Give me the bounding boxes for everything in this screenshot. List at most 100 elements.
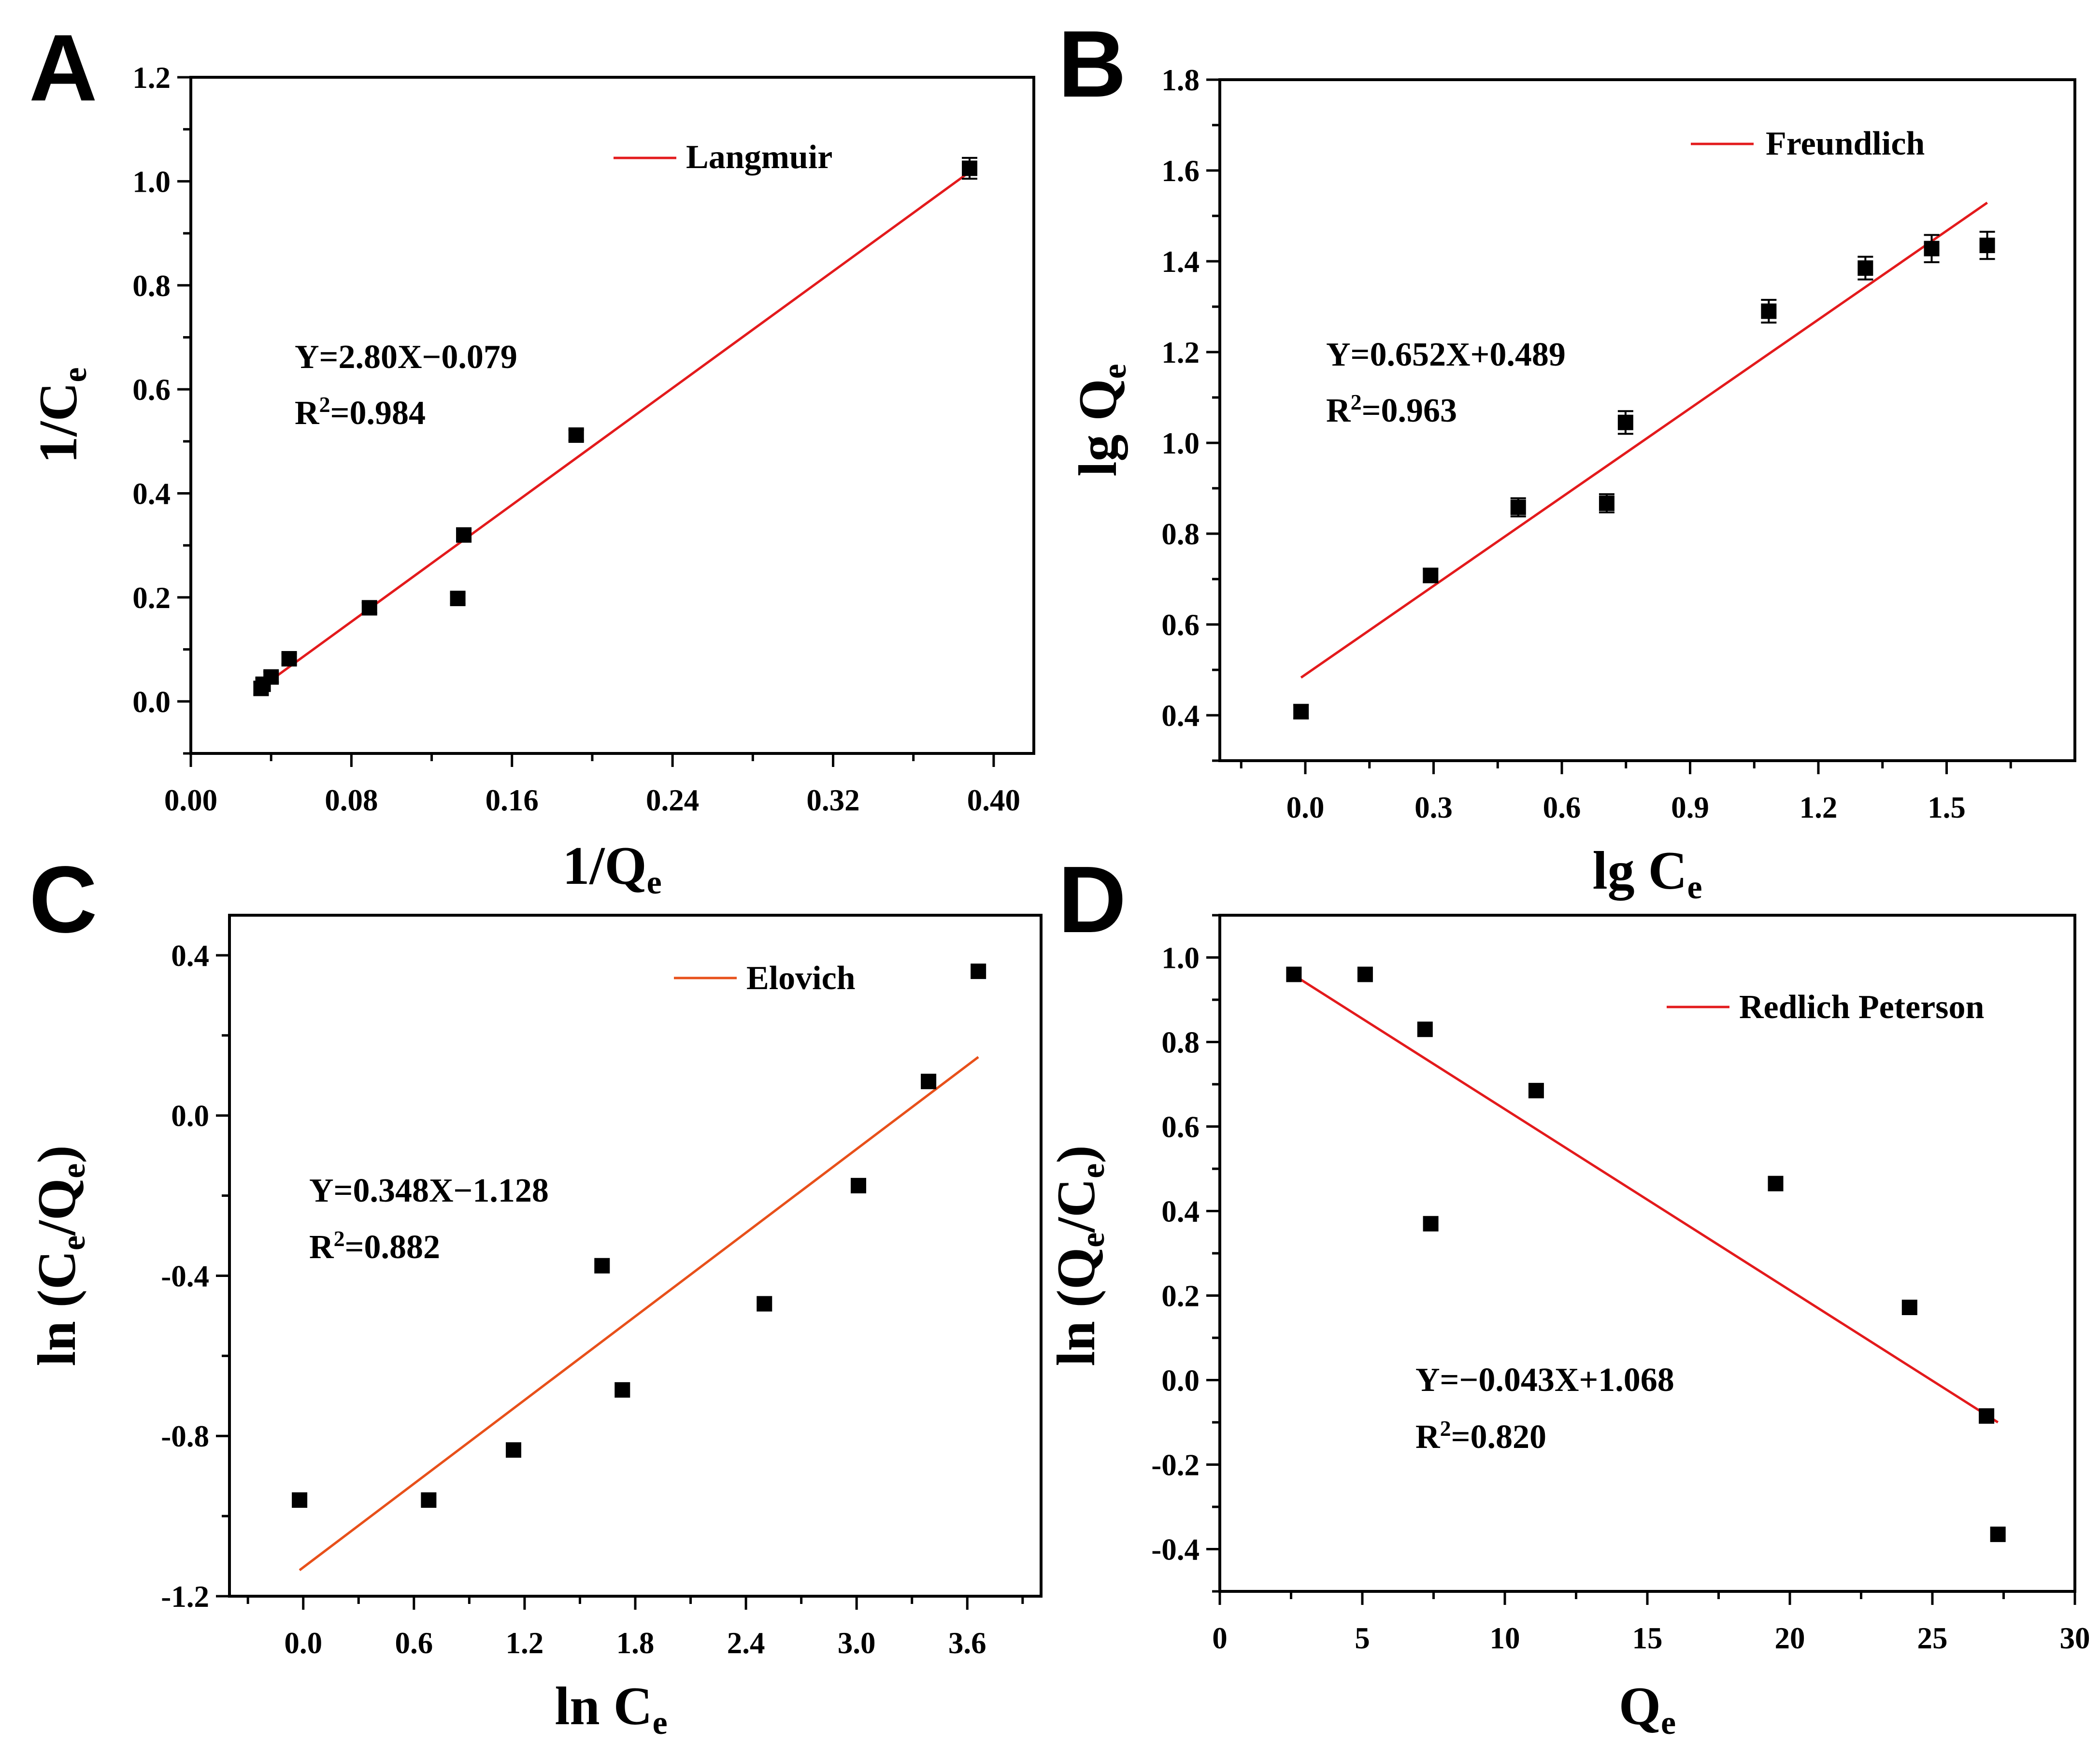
data-point-c xyxy=(971,964,986,979)
x-tick-label-c: 2.4 xyxy=(727,1626,765,1660)
equation-c: Y=0.348X−1.128 xyxy=(309,1172,549,1209)
data-point-b xyxy=(1979,238,1995,254)
data-point-b xyxy=(1761,303,1777,319)
y-tick-label-c: 0.0 xyxy=(171,1099,209,1133)
y-tick-label-b: 1.2 xyxy=(1161,336,1200,369)
r2-d: R2=0.820 xyxy=(1415,1416,1546,1456)
legend-label-b: Freundlich xyxy=(1766,125,1925,162)
x-tick-label-b: 1.2 xyxy=(1800,791,1838,824)
panel-c: C 0.0 0.6 1.2 1.8 2.4 3.0 3.6 -1.2-0.8-0.40.00… xyxy=(27,847,1043,1742)
y-tick-label-d: 0.0 xyxy=(1161,1364,1200,1398)
r2-sup-a: 2 xyxy=(319,392,330,417)
r2-c: R2=0.882 xyxy=(309,1226,440,1266)
data-points-b xyxy=(1293,230,1995,720)
r2-value-b: =0.963 xyxy=(1362,392,1457,429)
y-tick-label-c: -1.2 xyxy=(161,1580,209,1614)
x-tick-label-a: 0.00 xyxy=(164,783,217,817)
data-point-a xyxy=(962,160,978,176)
y-tick-label-a: 1.2 xyxy=(132,61,171,95)
data-point-b xyxy=(1617,414,1633,430)
x-tick-label-c: 3.6 xyxy=(948,1626,986,1660)
y-tick-label-a: 0.2 xyxy=(132,581,171,615)
y-axis-title-sub2-d: e xyxy=(1074,1163,1112,1178)
data-point-c xyxy=(506,1442,521,1458)
equation-a: Y=2.80X−0.079 xyxy=(295,339,517,376)
x-tick-label-a: 0.08 xyxy=(325,783,378,817)
x-ticks-b: 0.0 0.3 0.6 0.9 1.2 1.5 xyxy=(1240,761,2012,824)
panel-b: B 0.0 0.3 0.6 0.9 1.2 1.5 0.4 0.6 0.8 1.0 1.2 1.4 1… xyxy=(1058,11,2076,906)
r2-sup-d: 2 xyxy=(1440,1416,1451,1441)
data-points-d xyxy=(1286,966,2006,1542)
legend-label-d: Redlich Peterson xyxy=(1739,989,1984,1026)
y-axis-title-main-a: 1/C xyxy=(29,383,88,464)
x-tick-label-a: 0.24 xyxy=(646,783,699,817)
data-point-d xyxy=(1768,1176,1784,1191)
x-tick-label-a: 0.40 xyxy=(967,783,1020,817)
y-axis-title-sub1-c: e xyxy=(55,1235,92,1250)
data-point-d xyxy=(1979,1408,1995,1424)
x-ticks-d: 0 5 10 15 20 25 30 xyxy=(1212,1591,2090,1655)
y-tick-label-d: 0.6 xyxy=(1161,1110,1200,1144)
data-point-d xyxy=(1423,1216,1439,1232)
y-tick-label-b: 1.4 xyxy=(1161,245,1200,279)
r2-value-a: =0.984 xyxy=(330,395,426,432)
x-axis-title-main-b: lg C xyxy=(1592,841,1687,901)
plot-frame-a xyxy=(189,76,1035,755)
y-axis-title-sub2-c: e xyxy=(55,1163,92,1178)
y-tick-label-b: 0.8 xyxy=(1161,517,1200,551)
data-point-a xyxy=(361,600,377,616)
y-axis-title-mid-d: /C xyxy=(1046,1178,1106,1233)
y-tick-label-a: 0.0 xyxy=(132,685,171,719)
x-axis-title-main-a: 1/Q xyxy=(562,836,646,896)
y-axis-title-sub-a: e xyxy=(57,367,94,382)
y-axis-title-main-b: lg Q xyxy=(1068,379,1128,476)
panel-letter-b: B xyxy=(1058,11,1127,117)
y-tick-label-c: -0.8 xyxy=(161,1419,209,1453)
data-point-c xyxy=(614,1382,630,1398)
y-tick-label-a: 1.0 xyxy=(132,165,171,198)
y-ticks-d: -0.4 -0.2 0.0 0.2 0.4 0.6 0.8 1.0 xyxy=(1151,914,1220,1593)
r2-value-c: =0.882 xyxy=(345,1229,440,1266)
data-point-b xyxy=(1599,496,1614,511)
y-axis-title-sub1-d: e xyxy=(1074,1233,1112,1248)
y-ticks-b: 0.4 0.6 0.8 1.0 1.2 1.4 1.6 1.8 xyxy=(1161,63,1220,762)
r2-sup-c: 2 xyxy=(334,1226,345,1251)
data-point-c xyxy=(292,1492,308,1508)
x-axis-title-main-c: ln C xyxy=(555,1676,652,1736)
data-points-a xyxy=(253,156,978,696)
data-point-a xyxy=(568,427,584,443)
y-axis-title-end-c: ) xyxy=(27,1145,87,1163)
r2-label-b: R xyxy=(1326,392,1351,429)
data-point-a xyxy=(281,651,297,666)
panel-letter-d: D xyxy=(1058,847,1127,952)
y-axis-title-mid-c: /Q xyxy=(27,1178,87,1236)
x-axis-title-sub-b: e xyxy=(1687,869,1702,906)
legend-label-a: Langmuir xyxy=(686,139,832,176)
x-tick-label-d: 10 xyxy=(1490,1621,1520,1655)
data-point-b xyxy=(1510,499,1526,515)
fit-line-c xyxy=(299,1056,979,1572)
x-tick-label-c: 1.8 xyxy=(616,1626,655,1660)
y-axis-title-end-d: ) xyxy=(1046,1145,1106,1163)
data-point-a xyxy=(263,669,279,685)
y-tick-label-c: 0.4 xyxy=(171,939,209,973)
y-tick-label-d: 1.0 xyxy=(1161,941,1200,975)
panel-letter-a: A xyxy=(29,15,98,121)
x-axis-title-c: ln Ce xyxy=(555,1676,667,1742)
x-tick-label-c: 0.6 xyxy=(395,1626,433,1660)
data-point-a xyxy=(456,527,472,543)
r2-label-a: R xyxy=(295,395,320,432)
data-point-b xyxy=(1924,241,1940,256)
x-tick-label-c: 1.2 xyxy=(506,1626,544,1660)
x-tick-label-b: 0.3 xyxy=(1414,791,1453,824)
data-point-b xyxy=(1857,260,1873,276)
x-axis-title-main-d: Q xyxy=(1619,1676,1661,1736)
x-ticks-a: 0.00 0.08 0.16 0.24 0.32 0.40 xyxy=(164,753,1020,817)
fit-line-b xyxy=(1300,201,1988,679)
panel-letter-c: C xyxy=(29,847,98,952)
x-tick-label-b: 0.0 xyxy=(1286,791,1325,824)
y-ticks-c: -1.2 -0.8 -0.4 0.0 0.4 xyxy=(161,939,229,1614)
x-axis-title-b: lg Ce xyxy=(1592,841,1702,906)
y-tick-label-b: 1.8 xyxy=(1161,63,1200,97)
data-point-d xyxy=(1417,1021,1433,1037)
